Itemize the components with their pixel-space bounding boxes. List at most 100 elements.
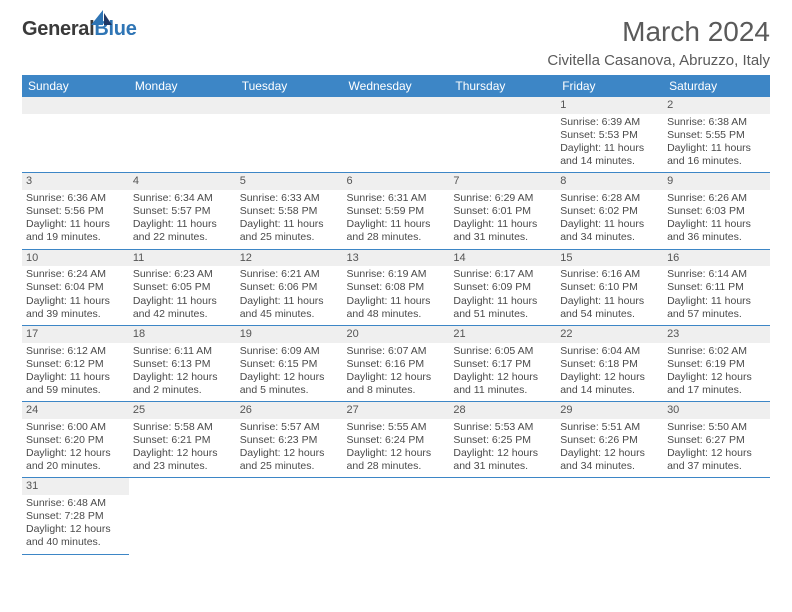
calendar-cell — [22, 97, 129, 173]
day-number: 2 — [663, 97, 770, 114]
sunset-text: Sunset: 6:10 PM — [560, 281, 659, 294]
day-number: 1 — [556, 97, 663, 114]
day-body: Sunrise: 6:02 AMSunset: 6:19 PMDaylight:… — [663, 343, 770, 402]
day-body: Sunrise: 6:00 AMSunset: 6:20 PMDaylight:… — [22, 419, 129, 478]
calendar-table: SundayMondayTuesdayWednesdayThursdayFrid… — [22, 75, 770, 555]
sunset-text: Sunset: 6:20 PM — [26, 434, 125, 447]
sunset-text: Sunset: 6:11 PM — [667, 281, 766, 294]
sunset-text: Sunset: 6:12 PM — [26, 358, 125, 371]
sunrise-text: Sunrise: 6:48 AM — [26, 497, 125, 510]
daylight-text: Daylight: 12 hours and 17 minutes. — [667, 371, 766, 397]
daylight-text: Daylight: 11 hours and 22 minutes. — [133, 218, 232, 244]
sunset-text: Sunset: 6:24 PM — [347, 434, 446, 447]
weekday-header: Thursday — [449, 75, 556, 97]
sunset-text: Sunset: 6:19 PM — [667, 358, 766, 371]
day-number: 11 — [129, 250, 236, 267]
calendar-cell — [236, 97, 343, 173]
day-body: Sunrise: 6:09 AMSunset: 6:15 PMDaylight:… — [236, 343, 343, 402]
calendar-row: 1Sunrise: 6:39 AMSunset: 5:53 PMDaylight… — [22, 97, 770, 173]
sunrise-text: Sunrise: 5:55 AM — [347, 421, 446, 434]
daylight-text: Daylight: 11 hours and 25 minutes. — [240, 218, 339, 244]
sunset-text: Sunset: 6:08 PM — [347, 281, 446, 294]
calendar-cell — [236, 478, 343, 554]
sunrise-text: Sunrise: 5:50 AM — [667, 421, 766, 434]
sunrise-text: Sunrise: 6:38 AM — [667, 116, 766, 129]
day-body: Sunrise: 6:11 AMSunset: 6:13 PMDaylight:… — [129, 343, 236, 402]
sunrise-text: Sunrise: 6:04 AM — [560, 345, 659, 358]
calendar-row: 17Sunrise: 6:12 AMSunset: 6:12 PMDayligh… — [22, 325, 770, 401]
calendar-cell: 11Sunrise: 6:23 AMSunset: 6:05 PMDayligh… — [129, 249, 236, 325]
day-number: 22 — [556, 326, 663, 343]
calendar-cell: 27Sunrise: 5:55 AMSunset: 6:24 PMDayligh… — [343, 402, 450, 478]
sunrise-text: Sunrise: 6:19 AM — [347, 268, 446, 281]
daylight-text: Daylight: 11 hours and 57 minutes. — [667, 295, 766, 321]
daylight-text: Daylight: 12 hours and 25 minutes. — [240, 447, 339, 473]
sunset-text: Sunset: 6:18 PM — [560, 358, 659, 371]
sunset-text: Sunset: 5:58 PM — [240, 205, 339, 218]
day-body: Sunrise: 5:55 AMSunset: 6:24 PMDaylight:… — [343, 419, 450, 478]
day-body: Sunrise: 6:17 AMSunset: 6:09 PMDaylight:… — [449, 266, 556, 325]
sunrise-text: Sunrise: 6:00 AM — [26, 421, 125, 434]
calendar-cell: 4Sunrise: 6:34 AMSunset: 5:57 PMDaylight… — [129, 173, 236, 249]
calendar-cell: 30Sunrise: 5:50 AMSunset: 6:27 PMDayligh… — [663, 402, 770, 478]
daylight-text: Daylight: 11 hours and 42 minutes. — [133, 295, 232, 321]
day-number: 24 — [22, 402, 129, 419]
day-body: Sunrise: 6:48 AMSunset: 7:28 PMDaylight:… — [22, 495, 129, 554]
daylight-text: Daylight: 12 hours and 5 minutes. — [240, 371, 339, 397]
sunset-text: Sunset: 6:03 PM — [667, 205, 766, 218]
daylight-text: Daylight: 11 hours and 31 minutes. — [453, 218, 552, 244]
day-number: 10 — [22, 250, 129, 267]
calendar-cell: 24Sunrise: 6:00 AMSunset: 6:20 PMDayligh… — [22, 402, 129, 478]
calendar-cell: 29Sunrise: 5:51 AMSunset: 6:26 PMDayligh… — [556, 402, 663, 478]
day-number — [236, 97, 343, 114]
daylight-text: Daylight: 11 hours and 59 minutes. — [26, 371, 125, 397]
day-body: Sunrise: 6:23 AMSunset: 6:05 PMDaylight:… — [129, 266, 236, 325]
calendar-cell: 16Sunrise: 6:14 AMSunset: 6:11 PMDayligh… — [663, 249, 770, 325]
calendar-cell: 31Sunrise: 6:48 AMSunset: 7:28 PMDayligh… — [22, 478, 129, 554]
day-number — [22, 97, 129, 114]
sail-icon — [91, 10, 113, 31]
daylight-text: Daylight: 12 hours and 28 minutes. — [347, 447, 446, 473]
sunset-text: Sunset: 6:04 PM — [26, 281, 125, 294]
day-number: 31 — [22, 478, 129, 495]
topbar: GeneralBlue March 2024 Civitella Casanov… — [22, 18, 770, 69]
day-body: Sunrise: 5:51 AMSunset: 6:26 PMDaylight:… — [556, 419, 663, 478]
calendar-cell — [343, 478, 450, 554]
sunset-text: Sunset: 6:05 PM — [133, 281, 232, 294]
calendar-cell — [449, 478, 556, 554]
brand-logo: GeneralBlue — [22, 18, 161, 41]
sunrise-text: Sunrise: 6:16 AM — [560, 268, 659, 281]
day-number: 5 — [236, 173, 343, 190]
calendar-cell: 6Sunrise: 6:31 AMSunset: 5:59 PMDaylight… — [343, 173, 450, 249]
calendar-cell: 14Sunrise: 6:17 AMSunset: 6:09 PMDayligh… — [449, 249, 556, 325]
calendar-cell: 23Sunrise: 6:02 AMSunset: 6:19 PMDayligh… — [663, 325, 770, 401]
calendar-cell: 12Sunrise: 6:21 AMSunset: 6:06 PMDayligh… — [236, 249, 343, 325]
calendar-cell — [129, 97, 236, 173]
calendar-cell: 22Sunrise: 6:04 AMSunset: 6:18 PMDayligh… — [556, 325, 663, 401]
day-number: 13 — [343, 250, 450, 267]
calendar-row: 31Sunrise: 6:48 AMSunset: 7:28 PMDayligh… — [22, 478, 770, 554]
sunrise-text: Sunrise: 6:02 AM — [667, 345, 766, 358]
day-body: Sunrise: 5:53 AMSunset: 6:25 PMDaylight:… — [449, 419, 556, 478]
day-body: Sunrise: 5:58 AMSunset: 6:21 PMDaylight:… — [129, 419, 236, 478]
sunrise-text: Sunrise: 6:17 AM — [453, 268, 552, 281]
day-number: 23 — [663, 326, 770, 343]
day-number: 25 — [129, 402, 236, 419]
daylight-text: Daylight: 12 hours and 40 minutes. — [26, 523, 125, 549]
calendar-cell: 2Sunrise: 6:38 AMSunset: 5:55 PMDaylight… — [663, 97, 770, 173]
sunset-text: Sunset: 6:26 PM — [560, 434, 659, 447]
sunset-text: Sunset: 5:55 PM — [667, 129, 766, 142]
calendar-cell: 21Sunrise: 6:05 AMSunset: 6:17 PMDayligh… — [449, 325, 556, 401]
sunset-text: Sunset: 7:28 PM — [26, 510, 125, 523]
sunset-text: Sunset: 6:25 PM — [453, 434, 552, 447]
sunrise-text: Sunrise: 6:24 AM — [26, 268, 125, 281]
daylight-text: Daylight: 12 hours and 37 minutes. — [667, 447, 766, 473]
weekday-header: Monday — [129, 75, 236, 97]
day-number: 19 — [236, 326, 343, 343]
day-body: Sunrise: 6:34 AMSunset: 5:57 PMDaylight:… — [129, 190, 236, 249]
sunrise-text: Sunrise: 5:57 AM — [240, 421, 339, 434]
day-body: Sunrise: 6:26 AMSunset: 6:03 PMDaylight:… — [663, 190, 770, 249]
calendar-cell: 5Sunrise: 6:33 AMSunset: 5:58 PMDaylight… — [236, 173, 343, 249]
daylight-text: Daylight: 11 hours and 51 minutes. — [453, 295, 552, 321]
weekday-header: Saturday — [663, 75, 770, 97]
